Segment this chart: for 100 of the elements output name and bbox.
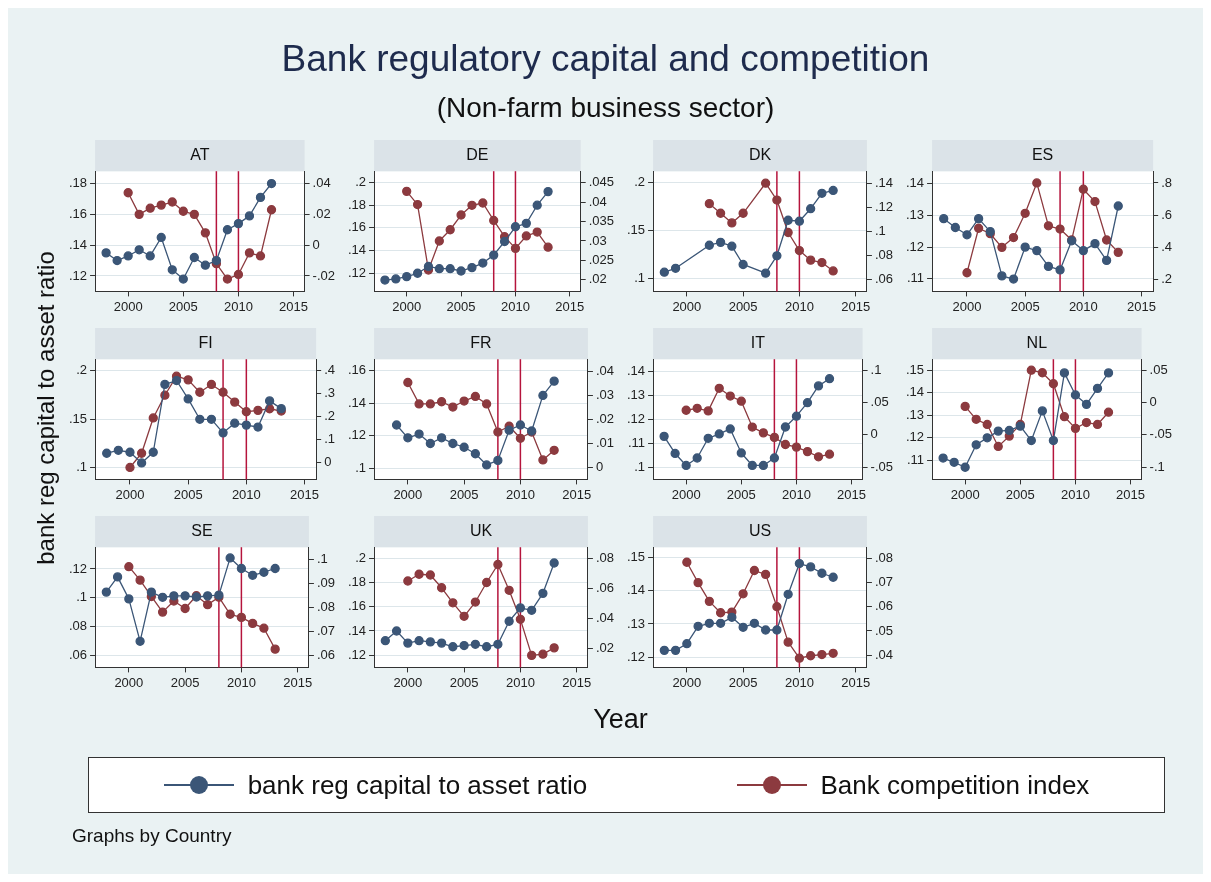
y2-tick-label: 0	[312, 236, 320, 252]
x-tick-label: 2000	[393, 674, 423, 690]
y2-tick-label: .1	[324, 430, 335, 446]
y-tick-label: .15	[905, 362, 925, 378]
chart-title: DK	[748, 146, 772, 164]
y2-tick-label: 0	[324, 453, 332, 469]
y2-tick-label: -.05	[870, 458, 894, 474]
y-tick-label: .2	[355, 174, 367, 190]
chart-title: DE	[466, 146, 489, 164]
x-tick-label: 2015	[555, 298, 585, 314]
x-tick-label: 2015	[841, 674, 871, 690]
y-tick-label: .12	[347, 427, 367, 443]
y-tick-label: .14	[905, 384, 925, 400]
chart-title: IT	[750, 334, 766, 352]
y-tick-label: .12	[626, 410, 646, 426]
x-tick-label: 2010	[223, 298, 253, 314]
text: (Non-farm business sector)	[435, 92, 776, 124]
x-tick-label: 2005	[726, 486, 756, 502]
x-tick-label: 2005	[449, 486, 479, 502]
y-tick-label: .16	[68, 205, 88, 221]
x-tick-label: 2010	[500, 298, 530, 314]
y-tick-label: .12	[626, 648, 646, 664]
x-tick-label: 2000	[950, 486, 980, 502]
y-tick-label: .11	[627, 434, 646, 450]
chart-title: AT	[190, 146, 210, 164]
y2-tick-label: .025	[588, 251, 615, 267]
y2-tick-label: .1	[874, 222, 886, 238]
y-tick-label: .2	[76, 362, 88, 378]
y2-tick-label: .02	[312, 205, 331, 221]
y-tick-label: .08	[68, 618, 88, 634]
x-tick-label: 2010	[1060, 486, 1090, 502]
x-tick-label: 2000	[393, 486, 423, 502]
x-tick-label: 2015	[279, 298, 309, 314]
x-tick-label: 2015	[1116, 486, 1146, 502]
x-tick-label: 2000	[115, 486, 145, 502]
chart-title: US	[748, 522, 772, 540]
chart-title: SE	[191, 522, 213, 540]
y2-tick-label: .05	[1149, 361, 1168, 377]
chart-title: UK	[469, 522, 493, 540]
y-tick-label: .11	[906, 451, 925, 467]
y-tick-label: .13	[626, 386, 646, 402]
x-tick-label: 2000	[952, 298, 982, 314]
y2-tick-label: 0	[1149, 394, 1157, 410]
y2-tick-label: .04	[588, 193, 607, 209]
y2-tick-label: .01	[595, 434, 615, 450]
y-tick-label: .14	[905, 175, 925, 191]
x-tick-label: 2000	[114, 674, 144, 690]
y2-tick-label: .12	[874, 198, 894, 214]
x-tick-label: 2000	[672, 674, 702, 690]
y2-tick-label: .08	[595, 550, 615, 566]
y2-tick-label: .3	[324, 384, 335, 400]
x-tick-label: 2010	[784, 298, 814, 314]
x-tick-label: 2015	[841, 298, 871, 314]
x-tick-label: 2015	[562, 674, 592, 690]
y-tick-label: .12	[68, 267, 88, 283]
y2-tick-label: .07	[874, 573, 894, 589]
y2-tick-label: .05	[870, 394, 889, 410]
y-tick-label: .16	[347, 219, 367, 235]
y2-tick-label: -.05	[1149, 426, 1173, 442]
y-tick-label: .16	[347, 598, 367, 614]
y2-tick-label: .6	[1161, 206, 1172, 222]
x-tick-label: 2010	[231, 486, 261, 502]
y-tick-label: .14	[347, 394, 367, 410]
x-tick-label: 2005	[1010, 298, 1040, 314]
x-tick-label: 2010	[784, 674, 814, 690]
y-tick-label: .12	[905, 429, 925, 445]
x-tick-label: 2015	[290, 486, 319, 502]
x-tick-label: 2010	[781, 486, 811, 502]
text: bank reg capital to asset ratio	[32, 251, 60, 565]
y2-tick-label: .06	[874, 270, 894, 286]
x-tick-label: 2010	[226, 674, 256, 690]
x-tick-label: 2015	[1127, 298, 1156, 314]
y-tick-label: .14	[626, 582, 646, 598]
y2-tick-label: .06	[595, 580, 615, 596]
y-tick-label: .14	[626, 362, 646, 378]
y2-tick-label: .04	[874, 646, 894, 662]
y-tick-label: .15	[68, 410, 88, 426]
y-tick-label: .1	[634, 270, 646, 286]
y-tick-label: .15	[626, 222, 646, 238]
y-tick-label: .06	[68, 647, 88, 663]
y2-tick-label: .8	[1161, 174, 1172, 190]
y2-tick-label: .2	[324, 407, 335, 423]
y-tick-label: .12	[68, 560, 88, 576]
y2-tick-label: .06	[874, 598, 894, 614]
y-tick-label: .2	[355, 549, 367, 565]
y-tick-label: .1	[76, 589, 88, 605]
y2-tick-label: .02	[588, 271, 607, 287]
x-tick-label: 2005	[1005, 486, 1035, 502]
y-tick-label: .1	[634, 458, 646, 474]
y2-tick-label: -.02	[312, 267, 336, 283]
y2-tick-label: .045	[588, 174, 615, 190]
x-tick-label: 2010	[505, 674, 535, 690]
y-tick-label: .11	[906, 270, 925, 286]
y-tick-label: .14	[347, 622, 367, 638]
y-tick-label: .16	[347, 362, 367, 378]
y2-tick-label: .14	[874, 174, 894, 190]
y-tick-label: .2	[634, 174, 646, 190]
y-tick-label: .14	[68, 236, 88, 252]
y-tick-label: .12	[905, 238, 925, 254]
y2-tick-label: .07	[316, 622, 336, 638]
